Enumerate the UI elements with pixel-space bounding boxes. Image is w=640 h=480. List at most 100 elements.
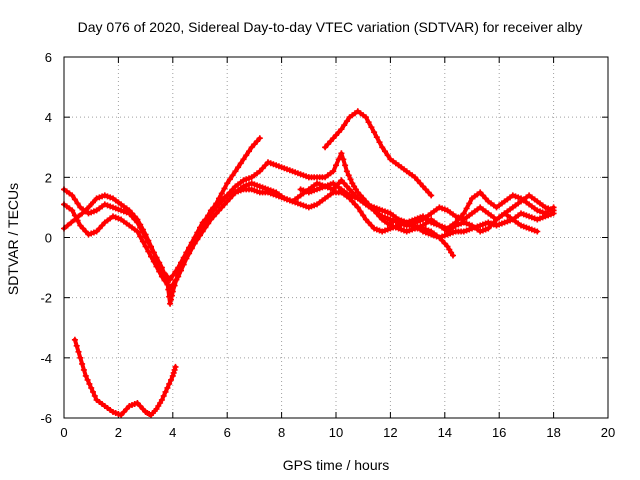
data-point-marker [270, 161, 277, 168]
data-point-marker [74, 217, 81, 224]
data-point-marker [160, 392, 167, 399]
series-line-track-f [323, 109, 434, 198]
data-point-marker [142, 243, 149, 250]
y-tick-label: -4 [40, 351, 52, 366]
data-point-marker [139, 226, 146, 233]
data-point-marker [342, 162, 349, 169]
data-point-marker [188, 241, 195, 248]
data-point-marker [183, 255, 190, 262]
data-point-marker [343, 118, 350, 125]
data-point-marker [75, 348, 82, 355]
data-point-marker [172, 277, 179, 284]
data-point-marker [84, 376, 91, 383]
data-point-marker [354, 204, 361, 211]
data-point-marker [341, 180, 348, 187]
data-point-marker [341, 122, 348, 129]
x-tick-label: 12 [383, 425, 397, 440]
data-point-marker [145, 237, 152, 244]
data-point-marker [324, 141, 331, 148]
data-point-marker [170, 369, 177, 376]
data-point-marker [237, 160, 244, 167]
data-point-marker [347, 176, 354, 183]
data-point-marker [340, 156, 347, 163]
series-track-i [71, 336, 179, 418]
data-point-marker [392, 217, 399, 224]
data-point-marker [80, 366, 87, 373]
data-point-marker [74, 200, 81, 207]
data-point-marker [392, 224, 399, 231]
data-point-marker [382, 148, 388, 155]
data-point-marker [333, 162, 339, 169]
x-tick-label: 14 [438, 425, 452, 440]
data-point-marker [460, 210, 467, 217]
data-point-marker [218, 190, 225, 197]
series-track-g [297, 180, 557, 232]
data-point-marker [158, 396, 165, 403]
series-track-h [387, 210, 541, 235]
data-point-marker [406, 227, 413, 234]
data-point-marker [131, 213, 138, 220]
data-point-marker [240, 156, 247, 163]
data-point-marker [199, 222, 206, 229]
data-point-marker [186, 245, 193, 252]
data-point-marker [324, 182, 331, 189]
data-point-marker [357, 208, 364, 215]
data-point-marker [183, 249, 190, 256]
data-point-marker [168, 292, 175, 299]
x-tick-label: 4 [169, 425, 176, 440]
data-point-marker [345, 172, 352, 179]
data-point-marker [246, 148, 252, 155]
data-point-marker [534, 228, 541, 235]
data-point-marker [82, 207, 89, 214]
data-point-marker [205, 212, 212, 219]
y-tick-label: 0 [45, 231, 52, 246]
data-point-marker [77, 354, 84, 361]
data-point-marker [90, 388, 96, 395]
y-tick-label: 2 [45, 170, 52, 185]
y-tick-label: -6 [40, 411, 52, 426]
data-point-marker [169, 372, 176, 379]
data-point-marker [79, 210, 86, 217]
data-point-marker [164, 281, 171, 288]
plot-frame [63, 56, 609, 419]
x-tick-label: 20 [601, 425, 615, 440]
data-point-marker [376, 139, 383, 146]
y-tick-label: -2 [40, 291, 52, 306]
series-track-e [305, 150, 456, 259]
data-point-marker [150, 258, 157, 265]
data-point-marker [172, 268, 179, 275]
data-point-marker [330, 168, 337, 175]
data-point-marker [270, 191, 277, 198]
y-tick-label: 4 [45, 110, 52, 125]
data-point-marker [460, 228, 467, 235]
data-point-marker [172, 363, 179, 370]
series-layer [61, 108, 557, 418]
data-point-marker [207, 216, 214, 223]
chart-title: Day 076 of 2020, Sidereal Day-to-day VTE… [78, 19, 583, 35]
data-point-marker [202, 217, 209, 224]
data-point-marker [362, 114, 369, 121]
data-point-marker [376, 213, 383, 220]
grid-layer [64, 57, 608, 418]
data-point-marker [167, 285, 174, 292]
data-point-marker [224, 180, 231, 187]
data-point-marker [167, 276, 174, 283]
data-point-marker [145, 248, 152, 255]
data-point-marker [243, 152, 250, 159]
data-point-marker [142, 231, 149, 238]
data-point-marker [256, 168, 263, 175]
data-point-marker [175, 273, 182, 280]
data-point-marker [150, 249, 157, 256]
data-point-marker [248, 144, 255, 151]
y-axis-label: SDTVAR / TECUs [5, 183, 21, 295]
data-point-marker [550, 204, 557, 211]
data-point-marker [466, 200, 473, 207]
x-tick-label: 6 [224, 425, 231, 440]
data-point-marker [450, 252, 456, 259]
data-point-marker [71, 336, 78, 343]
data-point-marker [256, 183, 263, 190]
data-point-marker [134, 228, 141, 235]
data-point-marker [71, 212, 78, 219]
